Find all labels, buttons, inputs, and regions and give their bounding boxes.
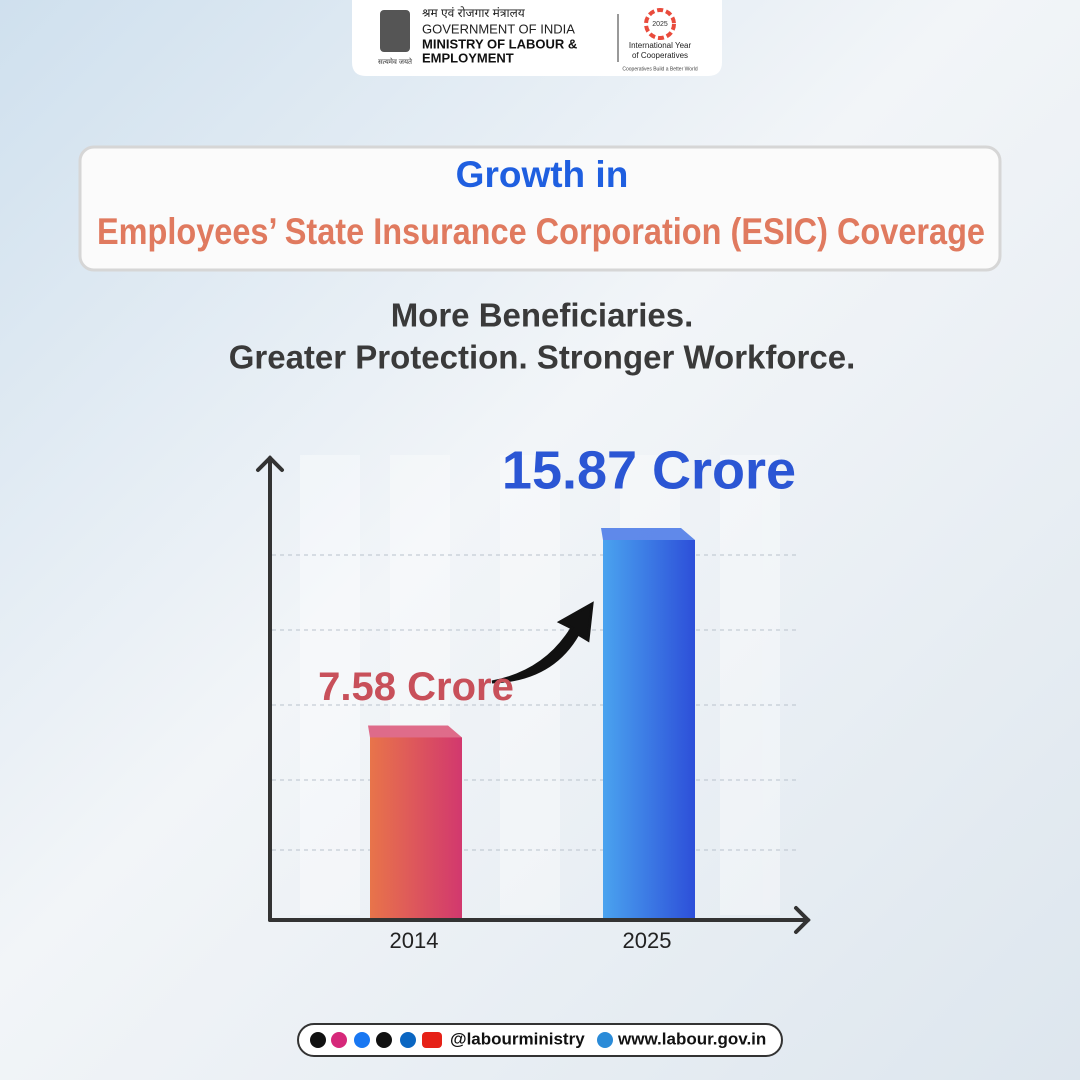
ministry: EMPLOYMENT: [422, 50, 514, 65]
emblem: [380, 10, 410, 52]
bar-top: [601, 528, 695, 540]
ministry-hindi: श्रम एवं रोजगार मंत्रालय: [422, 6, 526, 20]
social-icons: [310, 1032, 613, 1048]
value-label: 7.58 Crore: [318, 665, 514, 709]
footer-pill: [297, 1023, 783, 1057]
header-box: [352, 0, 722, 76]
value-label: 15.87 Crore: [502, 440, 796, 500]
title: Employees’ State Insurance Corporation (…: [97, 211, 985, 252]
iyc-logo: [644, 8, 676, 40]
iyc-name: of Cooperatives: [632, 51, 688, 60]
grid-lines: [272, 554, 800, 851]
growth-arrow: [491, 601, 594, 684]
title: Growth in: [456, 154, 629, 195]
axes: [256, 455, 811, 934]
iyc-name: International Year: [629, 41, 692, 50]
iyc-tagline: Cooperatives Build a Better World: [622, 66, 697, 72]
bar: [603, 540, 695, 918]
social-handle[interactable]: @labourministry: [450, 1029, 585, 1048]
title-box: [78, 145, 1002, 272]
iyc-year: 2025: [652, 21, 668, 28]
x-tick-label: 2014: [390, 928, 439, 953]
subtitle: More Beneficiaries.: [391, 297, 694, 334]
ministry: MINISTRY OF LABOUR &: [422, 36, 577, 51]
subtitle: Greater Protection. Stronger Workforce.: [229, 339, 856, 376]
bar-top: [368, 725, 462, 738]
website[interactable]: www.labour.gov.in: [617, 1029, 766, 1048]
bar: [370, 737, 462, 918]
government: GOVERNMENT OF INDIA: [422, 21, 575, 36]
x-tick-label: 2025: [623, 928, 672, 953]
motto: सत्यमेव जयते: [378, 57, 413, 66]
